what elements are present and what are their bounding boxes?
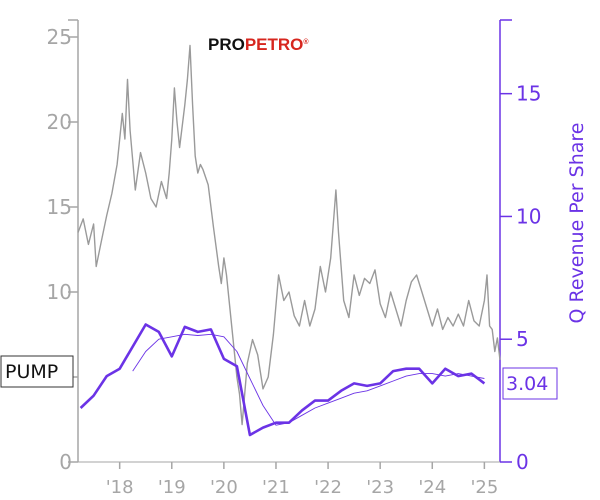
x-axis: '18 '19 '20 '21 '22 '23 '24 '25	[78, 461, 500, 498]
right-axis-label: Q Revenue Per Share	[566, 123, 588, 324]
last-value-label: 3.04	[502, 367, 558, 400]
x-tick-label: '25	[470, 477, 498, 498]
logo-text: PROPETRO®	[208, 35, 309, 54]
logo-text-petro: PETRO	[245, 35, 304, 54]
propetro-logo: PROPETRO®	[208, 35, 309, 54]
x-tick-label: '18	[106, 477, 134, 498]
logo-registered-mark: ®	[303, 38, 309, 46]
price-series-line	[77, 44, 501, 426]
right-tick-label: 15	[516, 82, 541, 106]
revenue-average-line	[132, 333, 485, 426]
left-tick-label: 15	[47, 195, 72, 219]
left-tick-label: 20	[47, 110, 72, 134]
revenue-series-line	[79, 323, 486, 437]
left-tick-label: 0	[59, 450, 72, 474]
series-layer	[77, 44, 501, 437]
x-tick-label: '20	[210, 477, 238, 498]
left-tick-label: 25	[47, 25, 72, 49]
right-tick-label: 0	[516, 450, 529, 474]
right-tick-label: 5	[516, 327, 529, 351]
right-tick-label: 10	[516, 204, 541, 228]
left-axis: 0510152025	[47, 19, 79, 474]
x-tick-label: '24	[418, 477, 446, 498]
right-axis: 0 5 10 15	[499, 19, 541, 474]
logo-text-pro: PRO	[208, 35, 245, 54]
ticker-text: PUMP	[5, 361, 58, 383]
x-tick-label: '19	[158, 477, 186, 498]
ticker-label: PUMP	[0, 355, 74, 388]
x-tick-label: '22	[314, 477, 342, 498]
last-value-text: 3.04	[506, 373, 548, 395]
left-tick-label: 10	[47, 280, 72, 304]
x-tick-label: '21	[262, 477, 290, 498]
x-tick-label: '23	[366, 477, 394, 498]
